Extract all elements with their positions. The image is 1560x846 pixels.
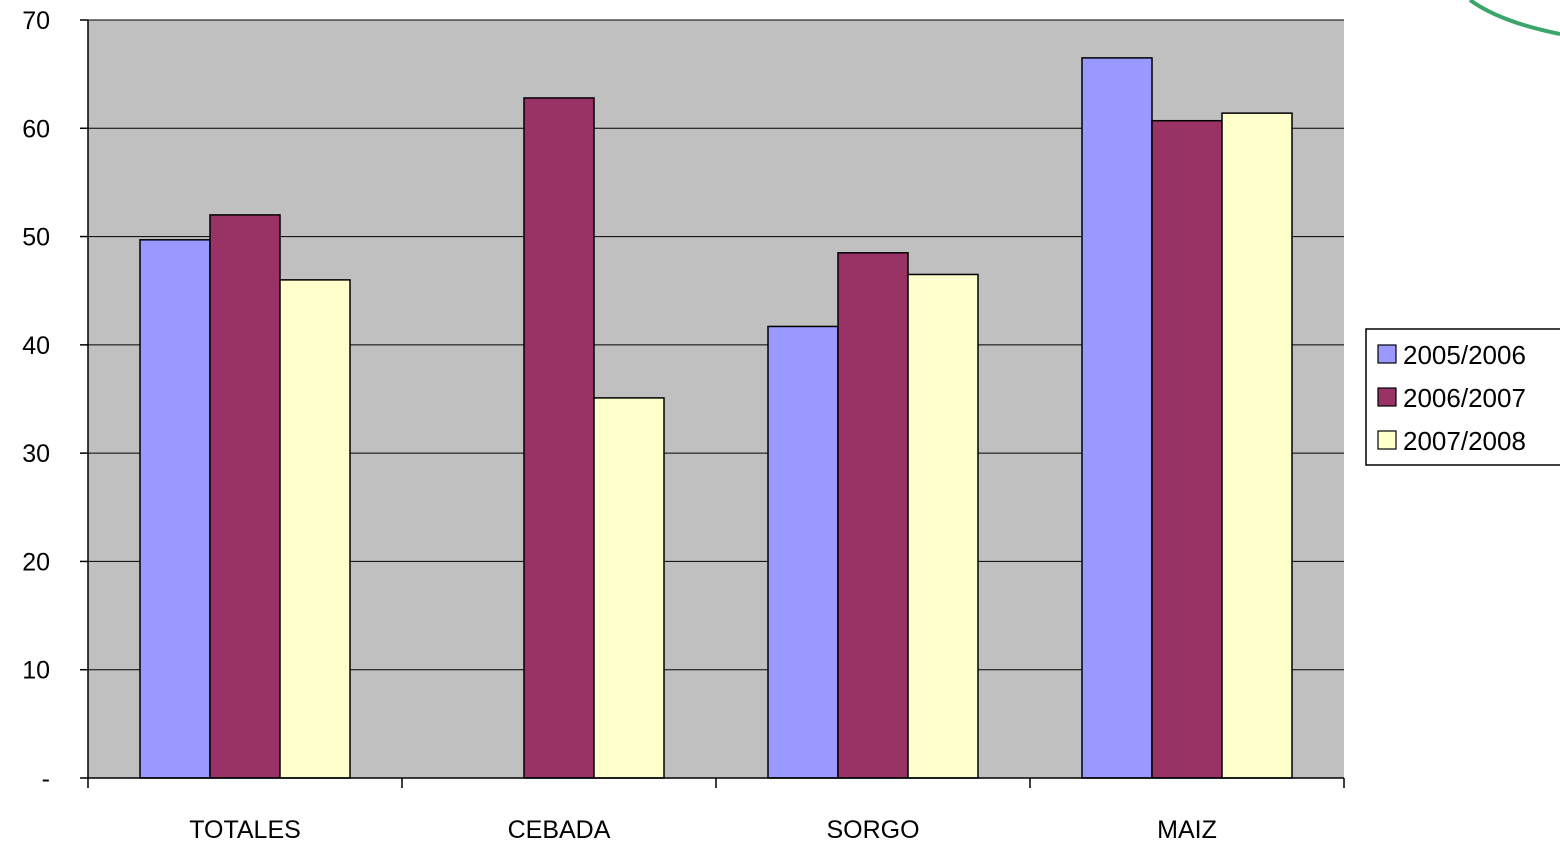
- y-tick-label: 30: [22, 440, 50, 468]
- bar: [209, 214, 281, 779]
- y-tick-label: 10: [22, 657, 50, 685]
- legend-swatch: [1377, 387, 1397, 407]
- x-tick-label: CEBADA: [508, 816, 611, 844]
- bar: [523, 97, 595, 779]
- legend-box: [1365, 328, 1560, 466]
- legend-swatch: [1377, 430, 1397, 450]
- bar: [593, 397, 665, 779]
- decorative-logo-arc: [1468, 0, 1560, 36]
- y-tick-label: 20: [22, 548, 50, 576]
- x-tick-labels: TOTALES CEBADA SORGO MAIZ: [189, 816, 1217, 844]
- bar: [1221, 112, 1293, 779]
- legend-swatch: [1377, 344, 1397, 364]
- x-tick-label: MAIZ: [1157, 816, 1217, 844]
- y-tick-label: 40: [22, 332, 50, 360]
- bar: [837, 252, 909, 779]
- bar: [1151, 119, 1223, 779]
- bar: [139, 239, 211, 779]
- bar: [279, 279, 351, 779]
- legend: 2005/2006 2006/2007 2007/2008: [1365, 328, 1560, 466]
- bar: [767, 325, 839, 779]
- y-tick-label: 70: [22, 7, 50, 35]
- y-tick-label: -: [42, 765, 50, 793]
- legend-label: 2007/2008: [1403, 426, 1526, 456]
- y-tick-labels: - 10 20 30 40 50 60 70: [22, 7, 50, 793]
- y-tick-label: 50: [22, 224, 50, 252]
- legend-label: 2006/2007: [1403, 383, 1526, 413]
- bar: [1081, 57, 1153, 779]
- x-tick-label: TOTALES: [189, 816, 301, 844]
- bar: [907, 273, 979, 779]
- legend-label: 2005/2006: [1403, 340, 1526, 370]
- y-tick-label: 60: [22, 115, 50, 143]
- x-tick-label: SORGO: [826, 816, 919, 844]
- axes: [80, 19, 1345, 788]
